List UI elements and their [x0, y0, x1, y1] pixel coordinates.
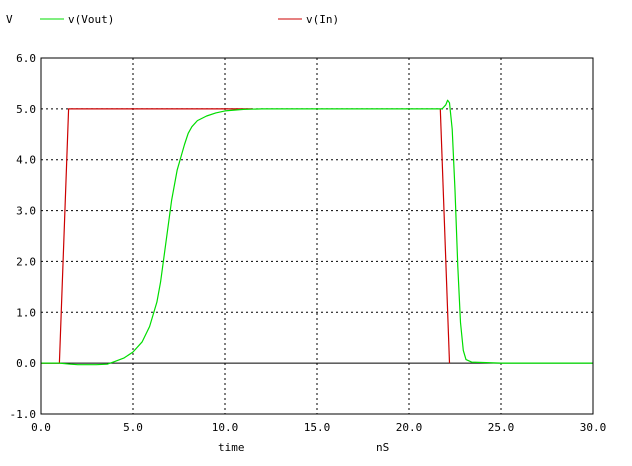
y-tick-label: -1.0: [10, 408, 37, 421]
x-tick-label: 0.0: [31, 421, 51, 434]
legend-label-vin: v(In): [306, 13, 339, 26]
x-tick-label: 10.0: [212, 421, 239, 434]
series-line-vin-fall: [439, 108, 451, 364]
series-line-vin-rise: [41, 108, 253, 364]
x-unit-label: nS: [376, 441, 389, 454]
x-tick-label: 30.0: [580, 421, 607, 434]
y-tick-label: 6.0: [16, 52, 36, 65]
x-tick-label: 20.0: [396, 421, 423, 434]
grid: [41, 58, 593, 414]
tick-labels: 0.0 5.0 10.0 15.0 20.0 25.0 30.0-1.00.01.02.03…: [10, 52, 607, 434]
x-tick-label: 15.0: [304, 421, 331, 434]
y-tick-label: 0.0: [16, 357, 36, 370]
x-axis-label: time: [218, 441, 245, 454]
x-tick-label: 5.0: [123, 421, 143, 434]
series-layer: [41, 99, 593, 366]
y-tick-label: 2.0: [16, 255, 36, 268]
x-tick-label: 25.0: [488, 421, 515, 434]
y-tick-label: 1.0: [16, 306, 36, 319]
y-tick-label: 3.0: [16, 205, 36, 218]
plot-frame: [40, 57, 594, 415]
legend-label-vout: v(Vout): [68, 13, 114, 26]
series-line-vout: [41, 99, 593, 366]
y-tick-label: 5.0: [16, 103, 36, 116]
y-tick-label: 4.0: [16, 154, 36, 167]
y-unit-label: V: [6, 13, 13, 26]
